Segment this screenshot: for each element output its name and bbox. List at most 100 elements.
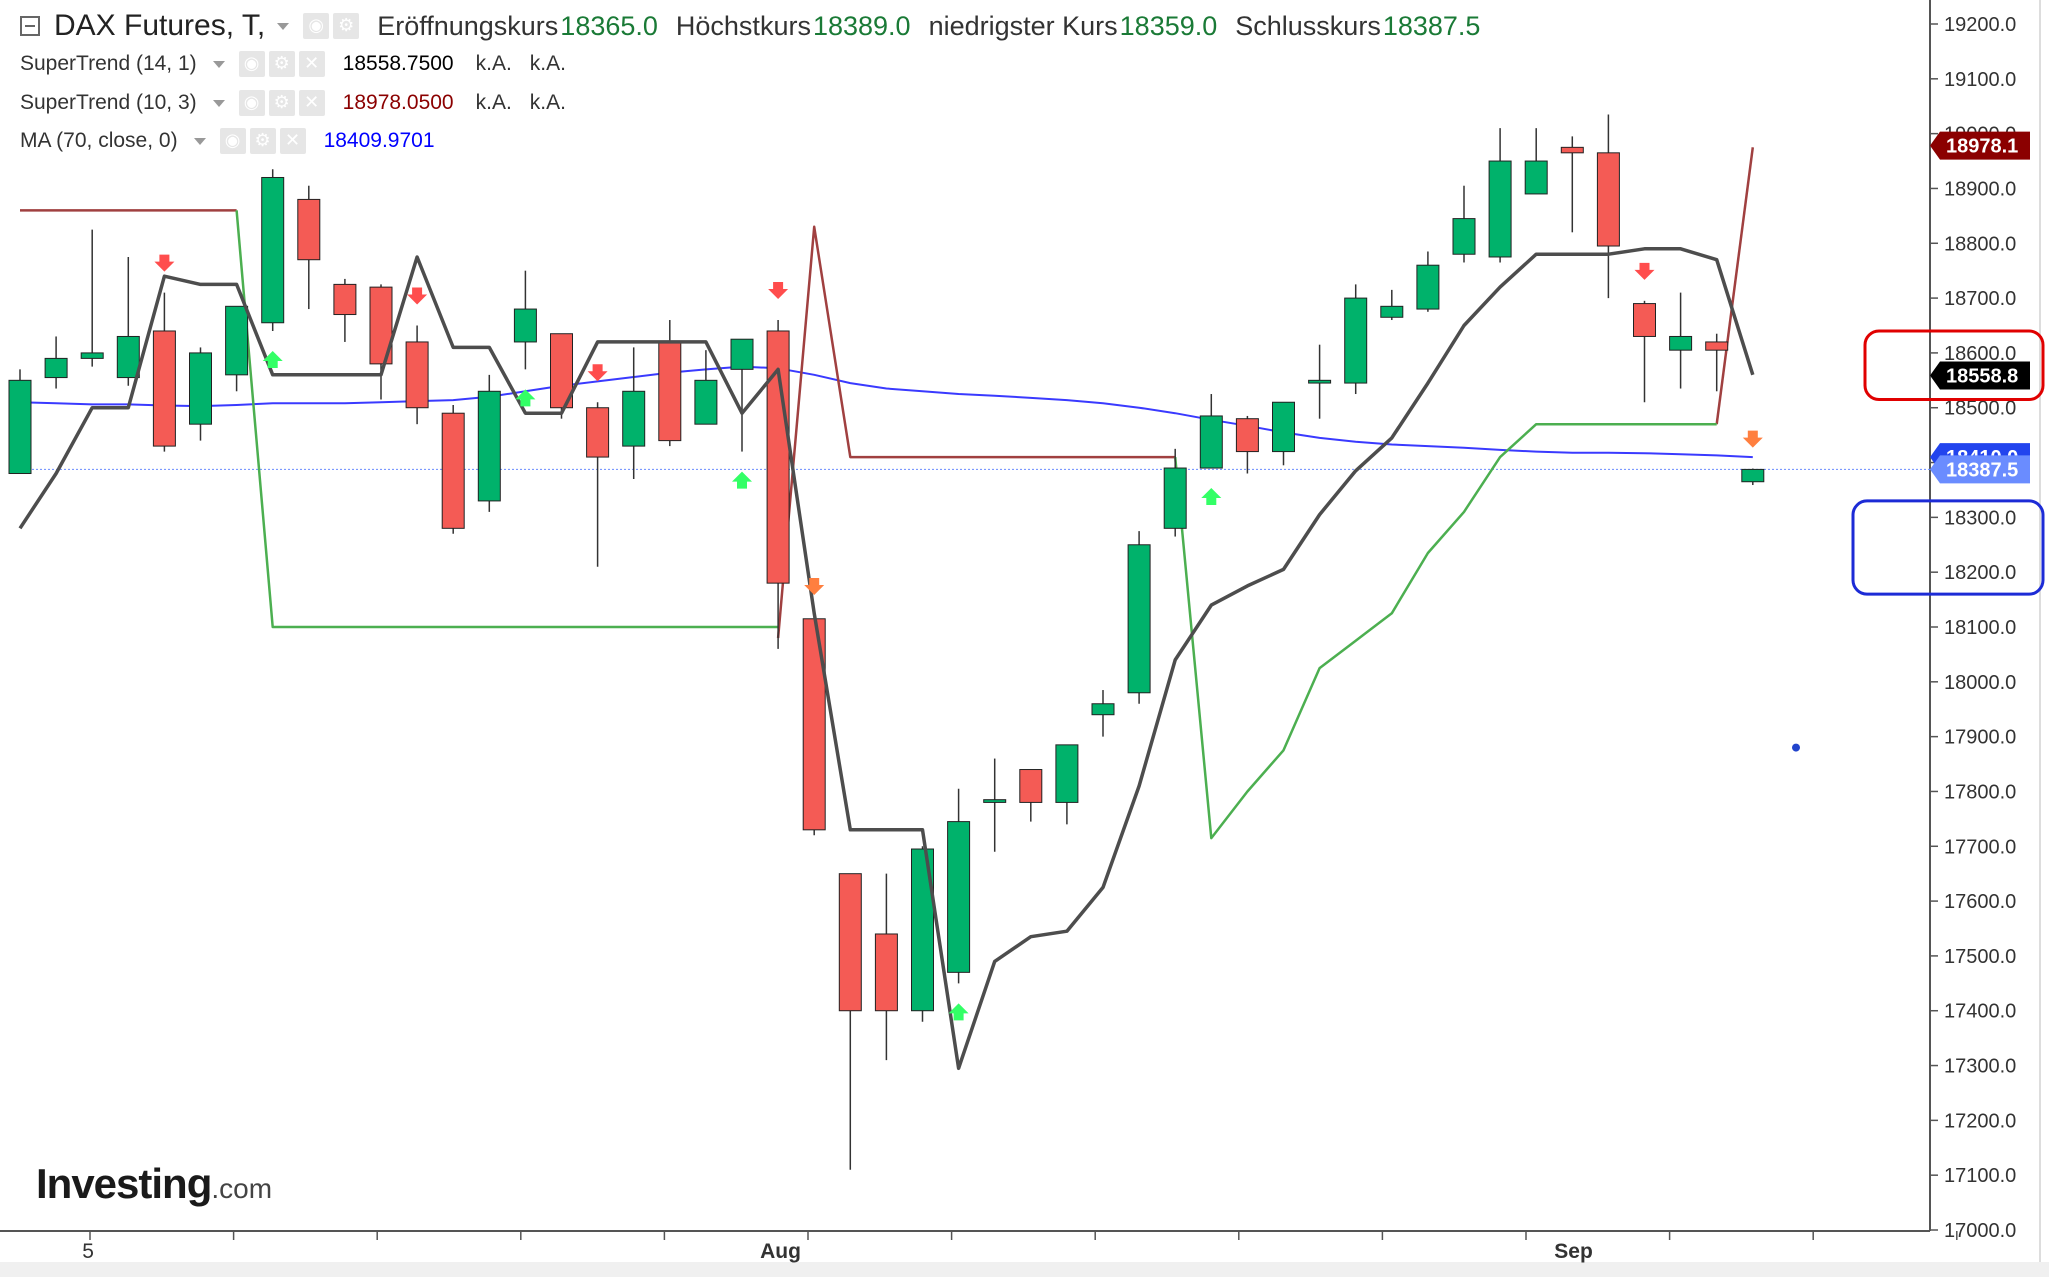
candle-body[interactable] (983, 799, 1007, 803)
price-badge (1930, 361, 2030, 390)
collapse-icon[interactable] (20, 16, 40, 36)
candle-body[interactable] (1741, 468, 1765, 483)
scrollbar-track[interactable] (0, 1262, 2049, 1277)
candle-body[interactable] (586, 407, 610, 458)
indicator-name: MA (70, close, 0) (20, 129, 178, 152)
y-tick-label: 18200.0 (1944, 562, 2016, 584)
candle-body[interactable] (189, 352, 212, 425)
candle-body[interactable] (1235, 418, 1259, 453)
candle-body[interactable] (477, 390, 501, 502)
eye-icon[interactable]: ◉ (303, 13, 330, 39)
main-controls: ◉ ⚙ (303, 13, 360, 39)
candle-body[interactable] (658, 341, 682, 442)
y-tick-label: 18300.0 (1944, 507, 2016, 529)
instrument-title: DAX Futures, T, (54, 9, 266, 42)
price-badge (1930, 131, 2030, 160)
supertrend-10-3-red-line (1715, 147, 1755, 425)
candle-body[interactable] (911, 848, 934, 1012)
candle-body[interactable] (1380, 305, 1404, 318)
arrow-down-icon (768, 282, 789, 300)
candle-body[interactable] (1524, 160, 1548, 195)
gear-icon[interactable]: ⚙ (333, 13, 360, 39)
candle-body[interactable] (1344, 297, 1368, 384)
close-icon[interactable]: ✕ (279, 128, 306, 154)
arrow-down-icon (407, 287, 428, 305)
ohlc-high-value: 18389.0 (812, 10, 911, 41)
candle-body[interactable] (1705, 341, 1729, 351)
candle-body[interactable] (1055, 744, 1079, 803)
y-tick-label: 18600.0 (1944, 343, 2016, 365)
candle-body[interactable] (297, 198, 321, 261)
legend-indicator-ma: MA (70, close, 0) ◉ ⚙ ✕ 18409.9701 (20, 124, 457, 158)
candle-body[interactable] (622, 390, 646, 447)
candle-body[interactable] (694, 379, 718, 425)
candle-body[interactable] (369, 286, 393, 365)
candle-body[interactable] (550, 333, 573, 409)
eye-icon[interactable]: ◉ (238, 51, 265, 77)
eye-icon[interactable]: ◉ (219, 128, 246, 154)
candle-body[interactable] (333, 283, 357, 316)
candle-body[interactable] (1633, 303, 1656, 337)
close-icon[interactable]: ✕ (298, 90, 325, 116)
indicator-value: 18409.9701 (323, 129, 435, 152)
candle-body[interactable] (1272, 401, 1295, 453)
legend-indicator-supertrend-10: SuperTrend (10, 3) ◉ ⚙ ✕ 18978.0500 k.A.… (20, 86, 584, 120)
candle-body[interactable] (947, 821, 971, 973)
x-tick-label: Sep (1554, 1240, 1593, 1263)
indicator-name: SuperTrend (10, 3) (20, 91, 197, 114)
candle-body[interactable] (261, 176, 285, 324)
candle-body[interactable] (116, 335, 140, 379)
candle-body[interactable] (838, 873, 862, 1012)
arrow-down-icon (1634, 262, 1655, 280)
chevron-down-icon[interactable] (212, 99, 225, 107)
candle-body[interactable] (441, 412, 465, 529)
eye-icon[interactable]: ◉ (238, 90, 265, 116)
y-tick-label: 18800.0 (1944, 233, 2016, 255)
gear-icon[interactable]: ⚙ (249, 128, 276, 154)
candle-body[interactable] (1308, 379, 1332, 384)
candle-body[interactable] (874, 933, 898, 1012)
ohlc-low-label: niedrigster Kurs (928, 10, 1118, 41)
candle-body[interactable] (152, 330, 176, 447)
y-tick-label: 18700.0 (1944, 288, 2016, 310)
marker-dot (1792, 743, 1800, 752)
candle-body[interactable] (8, 379, 32, 475)
candle-body[interactable] (225, 305, 249, 376)
candle-body[interactable] (1199, 415, 1223, 469)
candle-body[interactable] (44, 357, 68, 379)
indicator-controls: ◉ ⚙ ✕ (219, 128, 306, 154)
ohlc-low-value: 18359.0 (1119, 10, 1218, 41)
gear-icon[interactable]: ⚙ (268, 90, 295, 116)
chevron-down-icon[interactable] (277, 22, 290, 30)
candle-body[interactable] (513, 308, 537, 343)
y-tick-label: 18900.0 (1944, 178, 2016, 200)
highlight-box-red (1863, 329, 2045, 402)
candle-body[interactable] (766, 330, 790, 584)
close-icon[interactable]: ✕ (298, 51, 325, 77)
candle-body[interactable] (80, 352, 104, 359)
candle-body[interactable] (1452, 218, 1476, 255)
gear-icon[interactable]: ⚙ (268, 51, 295, 77)
ma-70-line (19, 365, 1753, 459)
candle-body[interactable] (405, 341, 429, 409)
indicator-value: 18558.7500 (342, 52, 454, 75)
candle-body[interactable] (730, 338, 754, 370)
candle-body[interactable] (1416, 264, 1440, 310)
candle-body[interactable] (1596, 152, 1620, 247)
y-tick-label: 17400.0 (1944, 1001, 2016, 1023)
indicator-na: k.A. (529, 52, 566, 75)
chevron-down-icon[interactable] (212, 60, 225, 68)
y-tick-label: 17900.0 (1944, 727, 2016, 749)
candle-body[interactable] (1669, 335, 1693, 351)
chevron-down-icon[interactable] (193, 137, 206, 145)
supertrend-14-1-line (18, 247, 1755, 1071)
candle-body[interactable] (1127, 544, 1151, 694)
candle-body[interactable] (1019, 769, 1043, 803)
indicator-name: SuperTrend (14, 1) (20, 52, 197, 75)
candle-body[interactable] (1488, 160, 1512, 258)
candle-body[interactable] (1091, 703, 1115, 716)
arrow-down-icon (804, 578, 825, 596)
candle-body[interactable] (1560, 146, 1584, 154)
candle-body[interactable] (1163, 467, 1187, 529)
